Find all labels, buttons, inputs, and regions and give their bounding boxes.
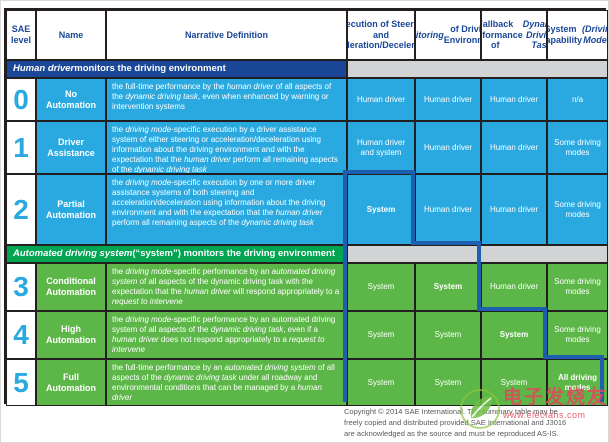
sae-levels-table: SAE level Name Narrative Definition Exec… bbox=[4, 8, 608, 406]
name-cell-5: Full Automation bbox=[36, 359, 106, 406]
name-cell-0: No Automation bbox=[36, 78, 106, 121]
capability-cell-2: Some driving modes bbox=[547, 174, 608, 245]
elecfans-leaf-logo-icon bbox=[459, 389, 500, 429]
name-cell-4: High Automation bbox=[36, 311, 106, 359]
level-cell-0: 0 bbox=[6, 78, 36, 121]
copyright-line-2: freely copied and distributed provided S… bbox=[344, 417, 567, 427]
watermark-elecfans: 电子发烧友 www.elecfans.com bbox=[459, 387, 608, 430]
header-sae-level: SAE level bbox=[6, 10, 36, 60]
header-name: Name bbox=[36, 10, 106, 60]
name-cell-3: Conditional Automation bbox=[36, 263, 106, 311]
copyright-line-3: are acknowledged as the source and must … bbox=[344, 428, 559, 438]
execution-cell-5: System bbox=[347, 359, 415, 406]
section-band-2-gray-filler bbox=[347, 245, 608, 263]
monitoring-cell-0: Human driver bbox=[415, 78, 481, 121]
header-fallback: Fallback Performance of Dynamic Driving … bbox=[481, 10, 547, 60]
execution-cell-1: Human driver and system bbox=[347, 121, 415, 174]
section-band-human-driver: Human driver monitors the driving enviro… bbox=[6, 60, 347, 78]
watermark-text: 电子发烧友 www.elecfans.com bbox=[502, 387, 608, 420]
copyright-line-1: Copyright © 2014 SAE International. The … bbox=[344, 407, 558, 416]
narrative-cell-0: the full-time performance by the human d… bbox=[106, 78, 347, 121]
fallback-cell-0: Human driver bbox=[481, 78, 547, 121]
capability-cell-4: Some driving modes bbox=[547, 311, 608, 359]
execution-cell-4: System bbox=[347, 311, 415, 359]
narrative-cell-5: the full-time performance by an automate… bbox=[106, 359, 347, 406]
narrative-cell-4: the driving mode-specific performance by… bbox=[106, 311, 347, 359]
monitoring-cell-4: System bbox=[415, 311, 481, 359]
header-execution: Execution of Steering and Acceleration/D… bbox=[347, 10, 415, 60]
execution-cell-3: System bbox=[347, 263, 415, 311]
monitoring-cell-3: System bbox=[415, 263, 481, 311]
level-cell-1: 1 bbox=[6, 121, 36, 174]
header-system-capability: System Capability (Driving Modes) bbox=[547, 10, 608, 60]
fallback-cell-3: Human driver bbox=[481, 263, 547, 311]
watermark-title: 电子发烧友 bbox=[502, 387, 608, 408]
header-monitoring: Monitoring of Driving Environment bbox=[415, 10, 481, 60]
watermark-url: www.elecfans.com bbox=[502, 409, 586, 420]
fallback-cell-4: System bbox=[481, 311, 547, 359]
copyright-notice: Copyright © 2014 SAE International. The … bbox=[344, 407, 579, 440]
level-cell-4: 4 bbox=[6, 311, 36, 359]
capability-cell-3: Some driving modes bbox=[547, 263, 608, 311]
capability-cell-0: n/a bbox=[547, 78, 608, 121]
fallback-cell-1: Human driver bbox=[481, 121, 547, 174]
capability-cell-1: Some driving modes bbox=[547, 121, 608, 174]
narrative-cell-1: the driving mode-specific execution by a… bbox=[106, 121, 347, 174]
level-cell-3: 3 bbox=[6, 263, 36, 311]
section-band-automated-system: Automated driving system (“system”) moni… bbox=[6, 245, 347, 263]
level-cell-2: 2 bbox=[6, 174, 36, 245]
section-band-1-gray-filler bbox=[347, 60, 608, 78]
level-cell-5: 5 bbox=[6, 359, 36, 406]
name-cell-1: Driver Assistance bbox=[36, 121, 106, 174]
narrative-cell-3: the driving mode-specific performance by… bbox=[106, 263, 347, 311]
execution-cell-2: System bbox=[347, 174, 415, 245]
monitoring-cell-1: Human driver bbox=[415, 121, 481, 174]
name-cell-2: Partial Automation bbox=[36, 174, 106, 245]
monitoring-cell-2: Human driver bbox=[415, 174, 481, 245]
execution-cell-0: Human driver bbox=[347, 78, 415, 121]
fallback-cell-2: Human driver bbox=[481, 174, 547, 245]
header-narrative-definition: Narrative Definition bbox=[106, 10, 347, 60]
narrative-cell-2: the driving mode-specific execution by o… bbox=[106, 174, 347, 245]
